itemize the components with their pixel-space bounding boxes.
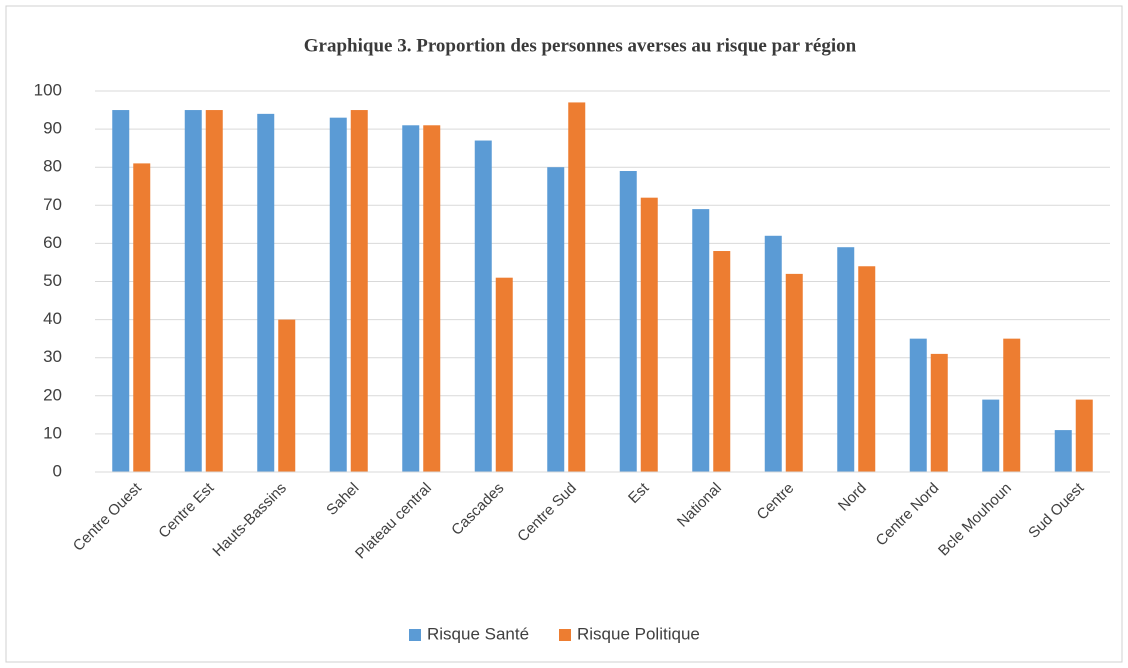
y-tick-label: 50 xyxy=(43,271,62,290)
chart-title: Graphique 3. Proportion des personnes av… xyxy=(304,35,857,56)
bar xyxy=(402,125,420,472)
legend-label: Risque Santé xyxy=(427,624,529,643)
bar xyxy=(350,110,368,473)
bar xyxy=(982,399,1000,472)
y-tick-label: 80 xyxy=(43,157,62,176)
legend-swatch xyxy=(559,629,571,641)
bar xyxy=(713,251,731,472)
bar xyxy=(858,266,876,472)
legend-swatch xyxy=(409,629,421,641)
bar xyxy=(1003,338,1021,472)
bar xyxy=(547,167,565,472)
y-tick-label: 0 xyxy=(53,461,62,480)
bar xyxy=(785,273,803,472)
bar xyxy=(133,163,151,472)
y-tick-label: 30 xyxy=(43,347,62,366)
bar xyxy=(205,110,223,473)
bar xyxy=(764,235,782,472)
bar xyxy=(474,140,492,472)
y-tick-label: 100 xyxy=(34,80,62,99)
bar xyxy=(692,209,710,473)
bar xyxy=(837,247,855,472)
bar xyxy=(184,110,202,473)
bar xyxy=(930,353,948,472)
bar xyxy=(257,113,275,473)
bar xyxy=(909,338,927,472)
y-tick-label: 10 xyxy=(43,423,62,442)
y-tick-label: 40 xyxy=(43,309,62,328)
bar xyxy=(112,110,130,473)
bar xyxy=(278,319,296,472)
y-tick-label: 60 xyxy=(43,233,62,252)
y-tick-label: 70 xyxy=(43,195,62,214)
legend-label: Risque Politique xyxy=(577,624,700,643)
y-tick-label: 20 xyxy=(43,385,62,404)
bar xyxy=(1075,399,1093,472)
bar xyxy=(329,117,347,473)
bar xyxy=(1054,430,1072,472)
bar xyxy=(423,125,441,472)
y-tick-label: 90 xyxy=(43,119,62,138)
bar xyxy=(568,102,586,473)
bar xyxy=(495,277,513,472)
bar xyxy=(619,171,637,472)
bar xyxy=(640,197,658,472)
